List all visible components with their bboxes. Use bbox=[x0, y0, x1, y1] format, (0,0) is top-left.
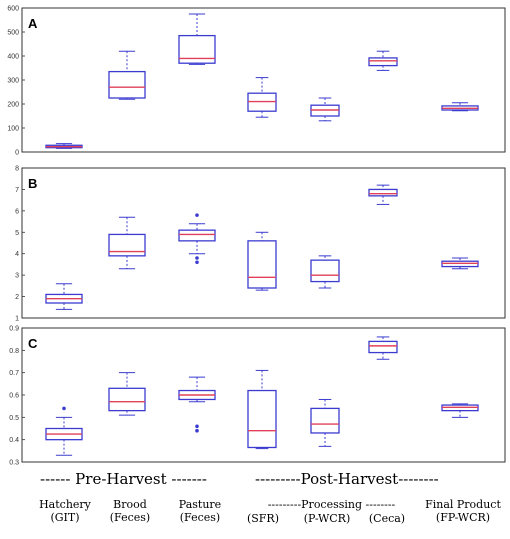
panel-B-ytick-label: 7 bbox=[15, 187, 19, 194]
panel-C-box-5-iqr-box bbox=[310, 407, 340, 434]
panel-B-label: B bbox=[28, 176, 37, 191]
panel-A-ytick-label: 300 bbox=[7, 78, 19, 85]
panel-A-label: A bbox=[28, 16, 38, 31]
panel-B-ytick-label: 8 bbox=[15, 166, 19, 173]
panel-A-ytick-label: 200 bbox=[7, 102, 19, 109]
panel-C-box-3-outlier bbox=[195, 428, 199, 433]
post-harvest-label: ---------Post-Harvest-------- bbox=[255, 470, 439, 488]
panel-C-ytick-label: 0.6 bbox=[9, 393, 19, 400]
panel-A-ytick-label: 400 bbox=[7, 54, 19, 61]
panel-C-ytick-label: 0.3 bbox=[9, 460, 19, 467]
panel-B-frame bbox=[21, 167, 506, 319]
category-label-pasture: Pasture (Feces) bbox=[178, 498, 222, 524]
panel-B-ytick-label: 1 bbox=[15, 316, 19, 323]
panel-C-ytick-label: 0.9 bbox=[9, 326, 19, 333]
panel-C-ytick-label: 0.8 bbox=[9, 348, 19, 355]
panel-B-ytick-label: 4 bbox=[15, 251, 19, 258]
category-label-hatchery: Hatchery (GIT) bbox=[39, 498, 91, 524]
processing-line-label: ---------Processing -------- bbox=[267, 498, 396, 511]
category-label-sfr: (SFR) bbox=[246, 512, 280, 525]
panel-A-ytick-label: 0 bbox=[15, 150, 19, 157]
panel-A-box-6-iqr-box bbox=[368, 57, 398, 67]
panel-B-ytick-label: 3 bbox=[15, 273, 19, 280]
panel-C-box-2-iqr-box bbox=[108, 387, 146, 412]
panel-C-box-6-iqr-box bbox=[368, 340, 398, 354]
panel-A-frame bbox=[21, 7, 506, 153]
panel-C-ytick-label: 0.4 bbox=[9, 437, 19, 444]
panel-B-box-3-iqr-box bbox=[178, 229, 216, 242]
panel-B-ytick-label: 6 bbox=[15, 208, 19, 215]
panel-A-ytick-label: 500 bbox=[7, 30, 19, 37]
panel-C-box-1-outlier bbox=[62, 406, 66, 411]
panel-B-box-2-iqr-box bbox=[108, 233, 146, 257]
panel-A-box-2-iqr-box bbox=[108, 70, 146, 99]
panel-C-box-4-iqr-box bbox=[247, 389, 277, 449]
panel-B-box-3-outlier bbox=[195, 213, 199, 217]
category-label-pwcr: (P-WCR) bbox=[303, 512, 351, 525]
panel-A-box-3-iqr-box bbox=[178, 34, 216, 64]
panel-B-ytick-label: 2 bbox=[15, 294, 19, 301]
pre-harvest-label: ------ Pre-Harvest ------- bbox=[40, 470, 207, 488]
panel-B-ytick-label: 5 bbox=[15, 230, 19, 237]
panel-B-box-5-iqr-box bbox=[310, 259, 340, 283]
panel-C-frame bbox=[21, 327, 506, 463]
panel-A-ytick-label: 100 bbox=[7, 126, 19, 133]
category-label-ceca: (Ceca) bbox=[368, 512, 406, 525]
panel-B-box-6-iqr-box bbox=[368, 188, 398, 197]
category-label-final-product: Final Product (FP-WCR) bbox=[425, 498, 501, 524]
panel-B-box-3-outlier bbox=[195, 256, 199, 260]
panel-B-box-4-iqr-box bbox=[247, 240, 277, 289]
category-label-brood: Brood (Feces) bbox=[109, 498, 151, 524]
panel-A-ytick-label: 600 bbox=[7, 6, 19, 13]
panel-C-ytick-label: 0.7 bbox=[9, 370, 19, 377]
panel-C-box-3-outlier bbox=[195, 424, 199, 429]
panel-C-label: C bbox=[28, 336, 38, 351]
panel-B-box-3-outlier bbox=[195, 260, 199, 265]
panel-C-ytick-label: 0.5 bbox=[9, 415, 19, 422]
